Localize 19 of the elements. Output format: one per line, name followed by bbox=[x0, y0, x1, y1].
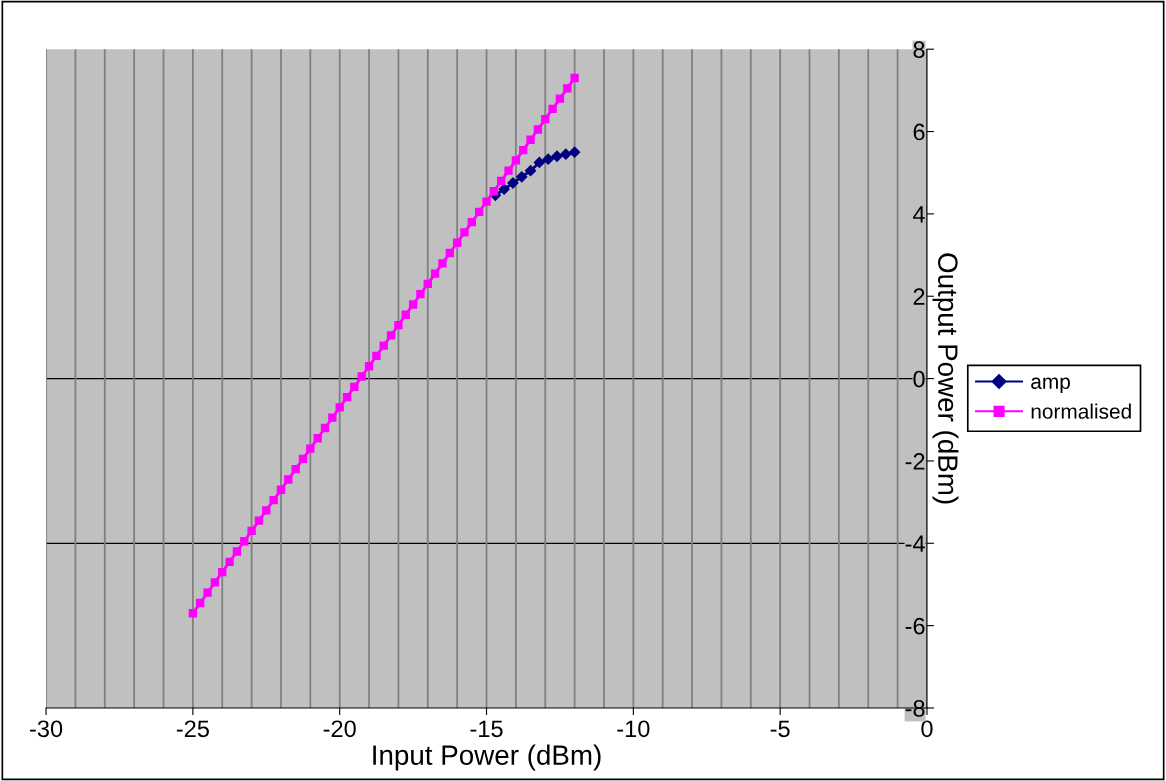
legend-label: amp bbox=[1031, 377, 1070, 394]
y-tick-label: -4 bbox=[905, 535, 925, 552]
y-tick-label: 6 bbox=[913, 123, 925, 141]
y-tick-label: -8 bbox=[905, 700, 925, 717]
y-tick-label: -6 bbox=[905, 617, 925, 635]
legend-label: normalised bbox=[1031, 403, 1131, 419]
x-tick-label: -30 bbox=[30, 720, 63, 738]
x-tick-label: -10 bbox=[617, 720, 650, 738]
x-tick-label: -20 bbox=[323, 720, 356, 738]
y-axis-title: Output Power (dBm) bbox=[932, 253, 959, 504]
x-axis-title: Input Power (dBm) bbox=[373, 744, 601, 771]
y-tick-label: -2 bbox=[905, 453, 925, 470]
y-tick-label: 0 bbox=[913, 370, 925, 388]
y-tick-label: 8 bbox=[913, 41, 925, 58]
x-tick-label: -25 bbox=[176, 720, 209, 738]
x-tick-label: -15 bbox=[470, 720, 503, 738]
x-tick-label: -5 bbox=[770, 720, 790, 738]
y-tick-label: 4 bbox=[912, 206, 925, 223]
y-tick-label: 2 bbox=[913, 288, 925, 305]
